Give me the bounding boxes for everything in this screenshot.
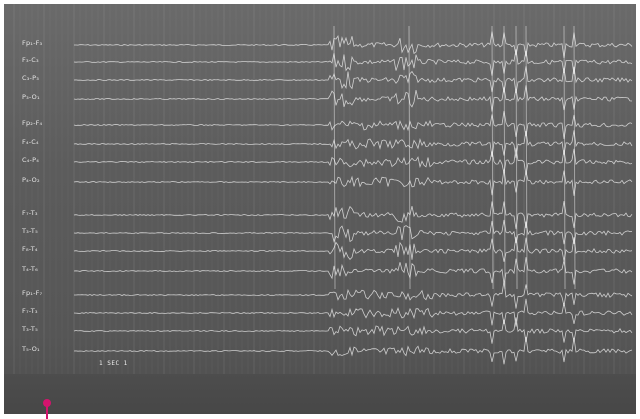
channel-label: T₅-O₁ [22, 345, 40, 353]
eeg-trace [73, 85, 633, 112]
channel-label: T₃-T₅ [22, 325, 38, 333]
channel-label: T₄-T₆ [22, 265, 38, 273]
timeline-strip [4, 374, 636, 414]
time-grid [13, 4, 615, 374]
channel-label: Fp₂-F₄ [22, 119, 43, 127]
channel-label: P₃-O₁ [22, 93, 40, 101]
eeg-trace [73, 130, 633, 159]
artifact-spike [408, 25, 411, 290]
eeg-trace [73, 298, 633, 327]
eeg-trace [73, 49, 633, 76]
channel-label: F₈-T₄ [22, 245, 38, 253]
eeg-trace [73, 317, 633, 344]
channel-label: F₇-T₃ [22, 209, 38, 217]
artifact-spike [525, 25, 528, 290]
channel-label: T₃-T₅ [22, 227, 38, 235]
eeg-trace [73, 66, 633, 94]
eeg-trace [73, 336, 633, 365]
eeg-trace [73, 219, 633, 245]
eeg-trace [73, 200, 633, 230]
artifact-spike [491, 25, 494, 290]
artifact-spike [333, 25, 336, 290]
channel-label: C₃-P₃ [22, 74, 40, 82]
eeg-trace [74, 281, 633, 309]
artifact-spike [503, 25, 506, 290]
channel-label: C₄-P₄ [22, 156, 40, 164]
eeg-trace [74, 31, 633, 59]
eeg-trace [73, 110, 633, 140]
channel-label: Fp₁-F₇ [22, 289, 43, 297]
time-scale-label: 1 SEC 1 [99, 360, 128, 367]
artifact-spike [515, 25, 518, 290]
channel-label: F₄-C₄ [22, 138, 39, 146]
channel-label: F₃-C₃ [22, 56, 39, 64]
eeg-trace [73, 147, 633, 175]
eeg-trace [73, 257, 633, 285]
eeg-trace [73, 169, 633, 196]
eeg-trace [73, 236, 633, 262]
event-marker-pin[interactable] [43, 399, 51, 407]
channel-label: P₄-O₂ [22, 176, 40, 184]
eeg-traces [73, 25, 633, 365]
eeg-display: Fp₁-F₃ F₃-C₃ C₃-P₃ P₃-O₁ Fp₂-F₄ F₄-C₄ C₄-P₄ P₄-… [4, 4, 636, 414]
channel-label: Fp₁-F₃ [22, 39, 43, 47]
channel-label: F₇-T₃ [22, 307, 38, 315]
event-marker-stem[interactable] [46, 404, 48, 419]
artifact-spike [573, 25, 576, 290]
artifact-spike [563, 25, 566, 290]
